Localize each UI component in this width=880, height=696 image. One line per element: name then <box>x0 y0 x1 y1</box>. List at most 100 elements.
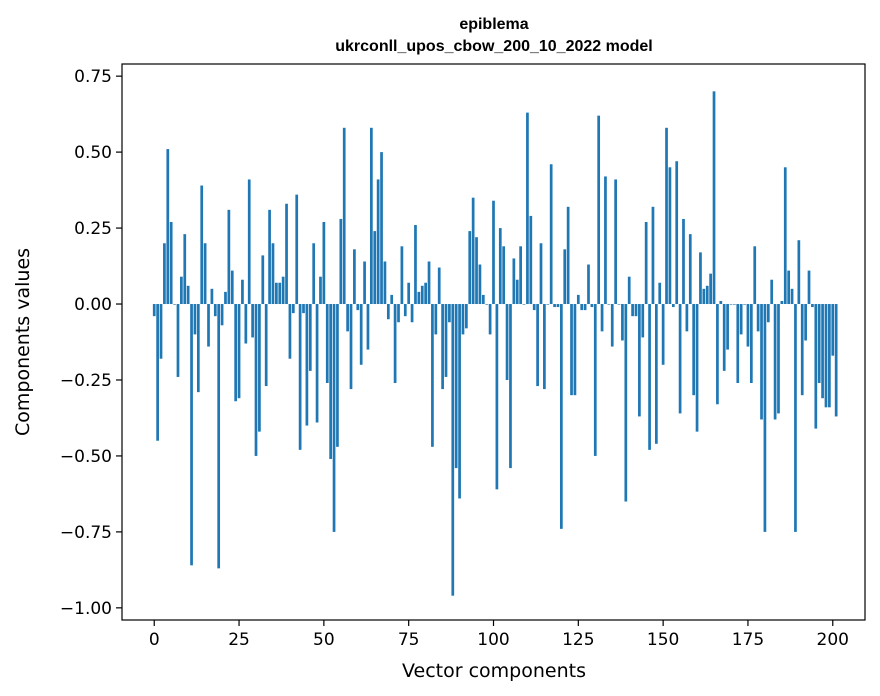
bar <box>593 304 597 456</box>
bar <box>397 304 400 323</box>
bar <box>576 294 580 305</box>
bar <box>600 304 604 332</box>
bar <box>285 203 288 305</box>
bar <box>390 294 394 305</box>
bar <box>169 221 173 305</box>
bar <box>488 304 492 335</box>
bar <box>336 304 339 447</box>
bar <box>682 218 685 305</box>
bar <box>356 304 360 311</box>
bar <box>424 282 427 305</box>
bar <box>261 255 265 305</box>
bar <box>271 243 275 305</box>
bar <box>770 279 774 305</box>
bar <box>692 304 696 396</box>
x-tick-label: 150 <box>647 630 679 650</box>
bar <box>186 285 190 305</box>
bar <box>526 112 529 305</box>
bar <box>536 304 539 387</box>
bar <box>566 206 570 305</box>
bar <box>553 304 556 308</box>
bar <box>166 149 170 305</box>
bar <box>207 304 210 347</box>
bar <box>176 304 180 377</box>
bar <box>434 304 438 335</box>
bar <box>454 304 458 469</box>
bar <box>726 304 729 350</box>
bar <box>163 243 166 305</box>
bar <box>247 179 251 305</box>
bar <box>515 279 519 305</box>
bar <box>543 304 546 390</box>
bar <box>617 304 621 305</box>
bar <box>790 288 794 305</box>
bar <box>539 243 543 305</box>
bar <box>254 304 258 456</box>
bar <box>587 264 590 305</box>
bar <box>638 304 641 417</box>
y-tick-label: 0.00 <box>74 295 112 315</box>
bar <box>417 291 421 305</box>
bar <box>675 161 679 305</box>
bar <box>570 304 573 396</box>
x-tick-label: 50 <box>313 630 335 650</box>
bar <box>278 282 282 305</box>
bar <box>393 304 397 384</box>
bar <box>481 294 485 305</box>
bar <box>509 304 512 469</box>
y-tick-label: −0.25 <box>60 371 112 391</box>
bar <box>749 304 753 384</box>
bar <box>353 249 356 305</box>
bar <box>549 164 553 305</box>
bar <box>193 304 197 335</box>
bar <box>665 127 668 305</box>
x-axis-label: Vector components <box>402 660 586 682</box>
bar <box>522 304 526 305</box>
bar <box>817 304 821 384</box>
bar <box>709 273 712 305</box>
bar <box>478 264 482 305</box>
bar <box>325 304 329 384</box>
bar <box>213 304 217 317</box>
bar <box>556 304 560 308</box>
bar <box>302 304 305 314</box>
bar <box>322 221 326 305</box>
bar <box>258 304 261 432</box>
x-axis-ticks: 0 25 50 75 100 125 150 175 200 <box>149 620 849 650</box>
bar <box>834 304 838 417</box>
bar <box>610 304 614 347</box>
bar <box>400 246 404 305</box>
bar <box>828 304 831 408</box>
bar <box>627 276 631 305</box>
bar <box>410 304 414 323</box>
bar <box>458 304 461 499</box>
bar <box>800 304 804 396</box>
bar <box>190 304 193 566</box>
bar <box>787 270 791 305</box>
bar <box>712 91 716 305</box>
bar <box>159 304 163 359</box>
bar <box>288 304 292 359</box>
bar <box>386 304 390 320</box>
bar <box>794 304 797 532</box>
bar <box>753 246 757 305</box>
bar <box>373 231 377 305</box>
bar <box>319 276 322 305</box>
bar <box>376 179 380 305</box>
y-axis-label: Components values <box>12 248 34 436</box>
bar <box>359 304 363 365</box>
bar <box>492 200 495 305</box>
bar <box>702 288 706 305</box>
bar <box>312 243 316 305</box>
bar <box>441 304 444 390</box>
x-tick-label: 175 <box>732 630 764 650</box>
y-tick-label: 0.75 <box>74 67 112 87</box>
bar <box>339 218 343 305</box>
bars-group <box>152 91 838 596</box>
bar <box>733 304 736 305</box>
bar <box>444 304 448 377</box>
bar <box>722 304 726 371</box>
bar <box>203 243 207 305</box>
bar <box>468 231 472 305</box>
